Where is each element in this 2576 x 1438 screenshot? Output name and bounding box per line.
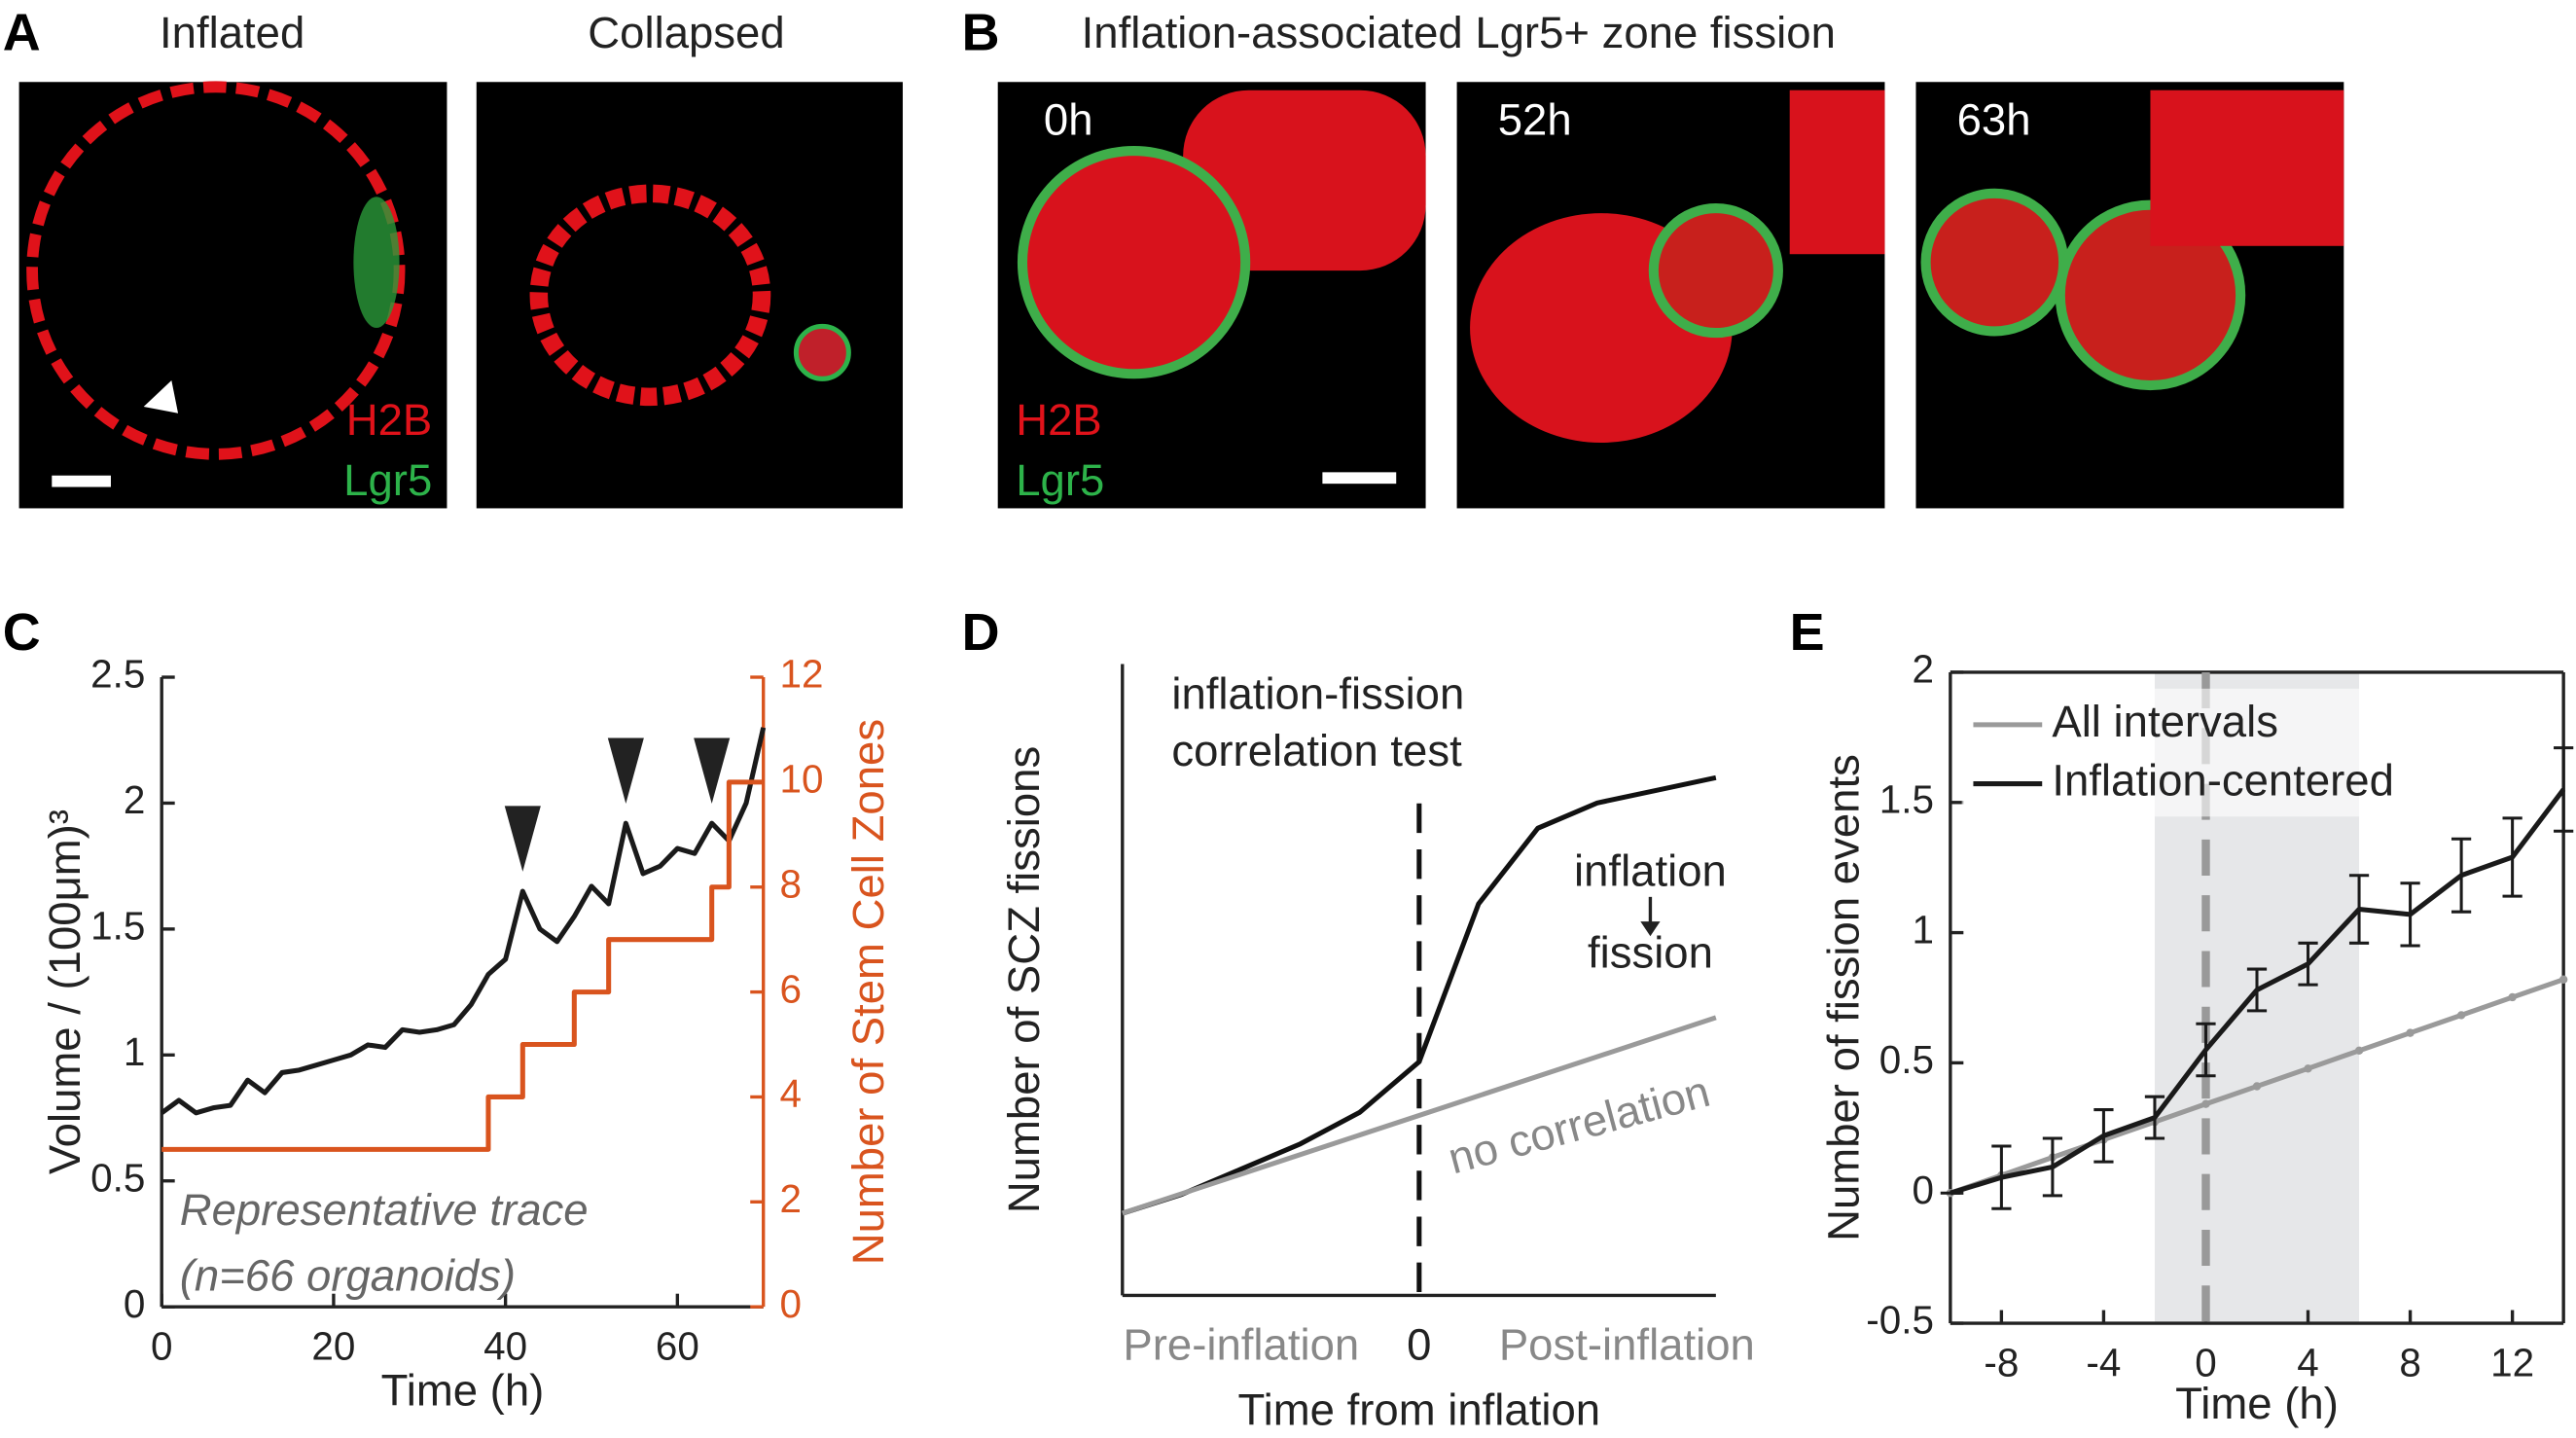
curve-note: inflation bbox=[1574, 845, 1727, 895]
y-tick-label: 1.5 bbox=[90, 904, 145, 949]
point bbox=[2304, 1064, 2312, 1073]
x-tick-label: 8 bbox=[2399, 1341, 2421, 1385]
point bbox=[2406, 1028, 2415, 1037]
y-tick-label: 1.5 bbox=[1879, 776, 1934, 821]
y-tick-label: 2 bbox=[124, 777, 146, 822]
point bbox=[2456, 1011, 2466, 1020]
y-tick-label: 0.5 bbox=[90, 1155, 145, 1200]
lgr5-zone bbox=[1920, 188, 2069, 337]
tissue bbox=[1789, 90, 1885, 255]
y-tick-label: 2.5 bbox=[90, 652, 145, 697]
time-label: 52h bbox=[1498, 94, 1572, 144]
scale-bar bbox=[1322, 472, 1397, 485]
lgr5-zone bbox=[353, 197, 400, 329]
legend-box bbox=[1961, 688, 2372, 817]
x-tick-label: 0 bbox=[151, 1324, 173, 1369]
panel-letter: D bbox=[962, 603, 1000, 662]
time-label: 0h bbox=[1044, 94, 1093, 144]
data-line bbox=[1122, 774, 1717, 1216]
y-tick-label: 2 bbox=[1913, 647, 1935, 692]
y2-tick-label: 2 bbox=[780, 1176, 802, 1221]
organoid bbox=[1017, 145, 1251, 379]
curve-note: fission bbox=[1588, 928, 1713, 978]
arrowhead bbox=[143, 379, 179, 413]
x-tick-label: Pre-inflation bbox=[1123, 1319, 1359, 1369]
data-line bbox=[161, 779, 764, 1152]
time-label: 63h bbox=[1957, 94, 2031, 144]
y-tick-label: 0.5 bbox=[1879, 1037, 1934, 1082]
x-tick-label: 12 bbox=[2490, 1341, 2534, 1385]
x-tick-label: -8 bbox=[1984, 1341, 2019, 1385]
peak-arrow bbox=[504, 806, 541, 872]
tissue bbox=[2150, 90, 2344, 246]
organoid bbox=[529, 184, 771, 407]
y-axis-label: Volume / (100μm)³ bbox=[40, 809, 89, 1174]
panel-title: Inflation-associated Lgr5+ zone fission bbox=[1082, 8, 1836, 57]
x-axis-label: Time (h) bbox=[381, 1366, 545, 1416]
y2-tick-label: 4 bbox=[780, 1071, 802, 1116]
point bbox=[2201, 1099, 2210, 1108]
point bbox=[2508, 992, 2517, 1002]
peak-arrow bbox=[607, 737, 644, 804]
legend-label: All intervals bbox=[2052, 697, 2278, 746]
point bbox=[2252, 1082, 2262, 1091]
note-arrow-head bbox=[1640, 921, 1661, 937]
x-tick-label: 0 bbox=[1407, 1319, 1431, 1369]
image-title: Inflated bbox=[160, 8, 304, 57]
y2-tick-label: 8 bbox=[780, 861, 802, 906]
y-axis-label: Number of fission events bbox=[1819, 754, 1869, 1241]
x-axis-label: Time (h) bbox=[2175, 1379, 2339, 1428]
y2-tick-label: 12 bbox=[780, 652, 824, 697]
panel-letter: C bbox=[3, 603, 41, 662]
y-tick-label: -0.5 bbox=[1866, 1298, 1934, 1343]
channel-label: H2B bbox=[1016, 395, 1102, 445]
data-line bbox=[1121, 1015, 1717, 1216]
annotation: Representative trace bbox=[180, 1185, 589, 1235]
y2-tick-label: 10 bbox=[780, 757, 824, 802]
line-note: no correlation bbox=[1443, 1066, 1715, 1184]
channel-label: Lgr5 bbox=[343, 455, 432, 505]
point bbox=[2558, 975, 2568, 984]
y2-axis-label: Number of Stem Cell Zones bbox=[843, 719, 893, 1265]
x-axis-label: Time from inflation bbox=[1238, 1385, 1601, 1435]
x-tick-label: 20 bbox=[311, 1324, 355, 1369]
note: inflation-fission bbox=[1171, 668, 1464, 718]
legend-label: Inflation-centered bbox=[2052, 756, 2394, 806]
annotation: (n=66 organoids) bbox=[180, 1251, 516, 1301]
x-tick-label: 0 bbox=[2195, 1341, 2217, 1385]
x-tick-label: 4 bbox=[2297, 1341, 2319, 1385]
x-tick-label: 40 bbox=[483, 1324, 527, 1369]
y-tick-label: 1 bbox=[124, 1029, 146, 1074]
y2-tick-label: 0 bbox=[780, 1281, 802, 1326]
panel-letter: B bbox=[962, 3, 1000, 61]
y2-tick-label: 6 bbox=[780, 966, 802, 1011]
point bbox=[2354, 1046, 2364, 1056]
organoid bbox=[26, 81, 406, 460]
panel-letter: E bbox=[1790, 603, 1825, 662]
scale-bar bbox=[52, 475, 111, 487]
channel-label: H2B bbox=[346, 395, 433, 445]
data-line bbox=[160, 727, 767, 1116]
x-tick-label: Post-inflation bbox=[1499, 1319, 1755, 1369]
bud bbox=[793, 323, 851, 381]
y-tick-label: 0 bbox=[1913, 1168, 1935, 1212]
image-title: Collapsed bbox=[588, 8, 784, 57]
lgr5-zone bbox=[1648, 202, 1783, 339]
y-tick-label: 0 bbox=[124, 1281, 146, 1326]
x-tick-label: -4 bbox=[2086, 1341, 2121, 1385]
peak-arrow bbox=[694, 737, 731, 804]
data-line bbox=[1950, 787, 2566, 1196]
panel-letter: A bbox=[3, 3, 41, 61]
x-tick-label: 60 bbox=[656, 1324, 699, 1369]
y-tick-label: 1 bbox=[1913, 907, 1935, 952]
channel-label: Lgr5 bbox=[1016, 455, 1104, 505]
y-axis-label: Number of SCZ fissions bbox=[999, 746, 1049, 1213]
note: correlation test bbox=[1171, 726, 1462, 775]
